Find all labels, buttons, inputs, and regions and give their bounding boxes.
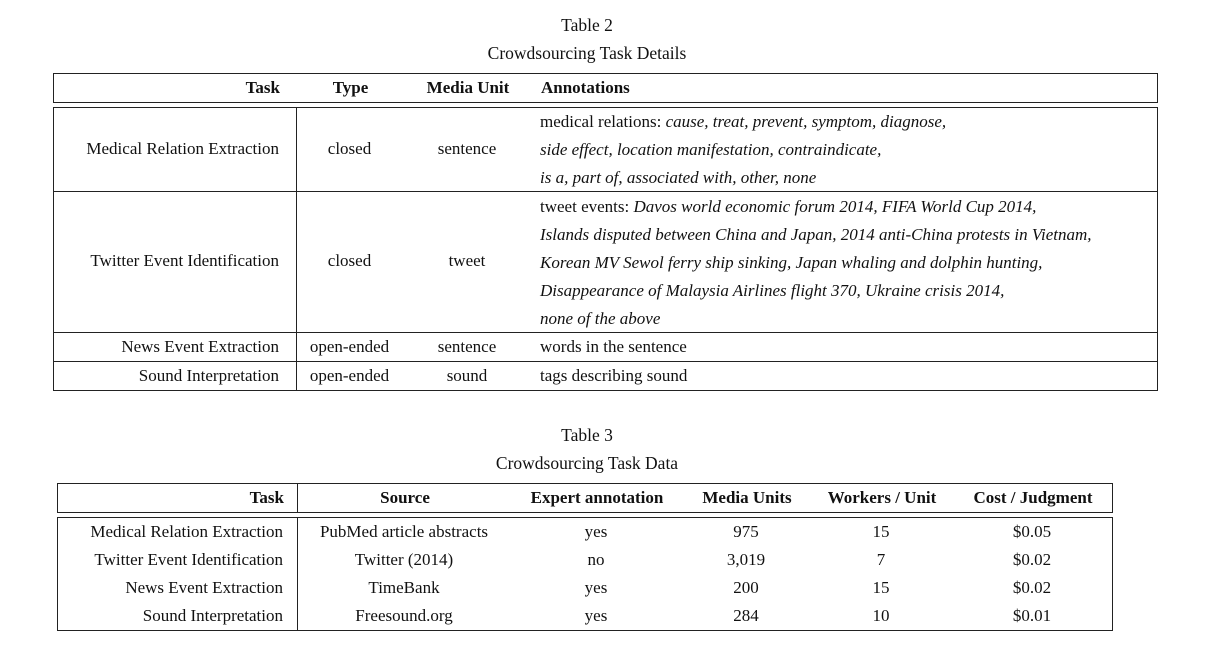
table2-header-media-unit: Media Unit [426, 78, 510, 97]
table2-row-divider [53, 191, 1158, 192]
annotation-text: tags describing sound [540, 366, 688, 385]
table2-cell-task: Sound Interpretation [138, 366, 279, 385]
table3-number: Table 3 [561, 425, 613, 445]
table3-header-expert-annotation: Expert annotation [530, 488, 664, 507]
table3-body [57, 517, 1113, 631]
table3-cell-task: Twitter Event Identification [94, 550, 283, 569]
table3-header-row: Task Source Expert annotation Media Unit… [57, 483, 1113, 513]
table3-cell-media-units: 3,019 [726, 550, 766, 569]
annotation-label-italic: Disappearance of Malaysia Airlines fligh… [540, 281, 1005, 300]
table2-cell-media-unit: sentence [437, 139, 497, 158]
annotation-line: none of the above [540, 305, 1092, 333]
table2-cell-media-unit: tweet [448, 251, 486, 270]
table3-cell-source: TimeBank [368, 578, 440, 597]
table3-cell-task: Sound Interpretation [142, 606, 283, 625]
table2-body [53, 107, 1158, 391]
table2-number: Table 2 [561, 15, 613, 35]
table3-header-task: Task [249, 488, 284, 507]
table2-cell-annotations: tweet events: Davos world economic forum… [540, 193, 1092, 333]
table3-header-workers-unit: Workers / Unit [827, 488, 937, 507]
table3-column-divider [297, 517, 298, 631]
table2-header-type: Type [332, 78, 369, 97]
table3-title: Crowdsourcing Task Data [495, 453, 679, 473]
annotation-label-italic: none of the above [540, 309, 661, 328]
table3-cell-expert: yes [584, 578, 608, 597]
table3-header-cost-judgment: Cost / Judgment [973, 488, 1093, 507]
table3-cell-expert: no [587, 550, 605, 569]
annotation-label-italic: is a, part of, associated with, other, n… [540, 168, 817, 187]
table2-cell-type: open-ended [309, 337, 390, 356]
table3-cell-media-units: 975 [733, 522, 759, 541]
table3-cell-task: Medical Relation Extraction [90, 522, 283, 541]
annotation-text: words in the sentence [540, 337, 687, 356]
table3-cell-media-units: 284 [733, 606, 759, 625]
table2-cell-type: closed [327, 251, 372, 270]
annotation-line: words in the sentence [540, 333, 687, 361]
table3-cell-media-units: 200 [733, 578, 759, 597]
annotation-line: Disappearance of Malaysia Airlines fligh… [540, 277, 1092, 305]
table3-caption: Table 3 Crowdsourcing Task Data [0, 421, 1174, 477]
annotation-label-italic: Korean MV Sewol ferry ship sinking, Japa… [540, 253, 1043, 272]
table3-cell-source: Twitter (2014) [354, 550, 454, 569]
table3-cell-cost: $0.05 [1012, 522, 1052, 541]
table3-header-source: Source [380, 488, 430, 507]
annotation-label-italic: cause, treat, prevent, symptom, diagnose… [665, 112, 947, 131]
annotation-label-italic: Islands disputed between China and Japan… [540, 225, 1092, 244]
table2-caption: Table 2 Crowdsourcing Task Details [0, 11, 1174, 67]
table3-cell-workers: 7 [876, 550, 886, 569]
table3-cell-source: Freesound.org [355, 606, 453, 625]
annotation-label-italic: Davos world economic forum 2014, FIFA Wo… [633, 197, 1037, 216]
table3-cell-workers: 15 [872, 522, 890, 541]
annotation-line: Islands disputed between China and Japan… [540, 221, 1092, 249]
table2-cell-type: open-ended [309, 366, 390, 385]
annotation-text: tweet events: [540, 197, 634, 216]
table2-column-divider [296, 107, 297, 391]
table2-title: Crowdsourcing Task Details [487, 43, 687, 63]
table2-header-task: Task [245, 78, 280, 97]
table3-cell-cost: $0.02 [1012, 550, 1052, 569]
annotation-line: medical relations: cause, treat, prevent… [540, 108, 946, 136]
table2-cell-type: closed [327, 139, 372, 158]
table2-cell-media-unit: sentence [437, 337, 497, 356]
annotation-line: tags describing sound [540, 362, 687, 390]
table2-header-annotations: Annotations [541, 78, 630, 97]
annotation-line: tweet events: Davos world economic forum… [540, 193, 1092, 221]
table3-cell-workers: 15 [872, 578, 890, 597]
annotation-line: is a, part of, associated with, other, n… [540, 164, 946, 192]
table3-cell-workers: 10 [872, 606, 890, 625]
annotation-line: Korean MV Sewol ferry ship sinking, Japa… [540, 249, 1092, 277]
table3-column-divider [297, 483, 298, 513]
table3-cell-expert: yes [584, 522, 608, 541]
table2-header-row: Task Type Media Unit Annotations [53, 73, 1158, 103]
table3-cell-expert: yes [584, 606, 608, 625]
table2-cell-media-unit: sound [446, 366, 488, 385]
table2-cell-task: News Event Extraction [121, 337, 279, 356]
table3-cell-cost: $0.01 [1012, 606, 1052, 625]
table2-cell-task: Twitter Event Identification [90, 251, 279, 270]
table3-header-media-units: Media Units [702, 488, 792, 507]
annotation-label-italic: side effect, location manifestation, con… [540, 140, 882, 159]
table2-cell-annotations: tags describing sound [540, 362, 687, 390]
table3-cell-cost: $0.02 [1012, 578, 1052, 597]
table3-cell-source: PubMed article abstracts [319, 522, 489, 541]
table3-cell-task: News Event Extraction [125, 578, 283, 597]
table2-row-divider [53, 332, 1158, 333]
table2-row-divider [53, 361, 1158, 362]
table2-cell-annotations: medical relations: cause, treat, prevent… [540, 108, 946, 192]
table2-cell-annotations: words in the sentence [540, 333, 687, 361]
table2-cell-task: Medical Relation Extraction [86, 139, 279, 158]
annotation-line: side effect, location manifestation, con… [540, 136, 946, 164]
annotation-text: medical relations: [540, 112, 666, 131]
